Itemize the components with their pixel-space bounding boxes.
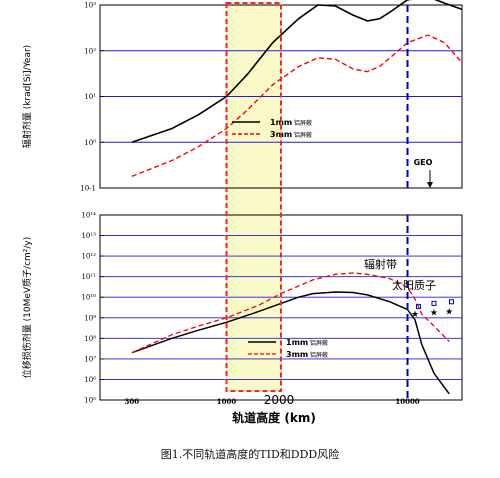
solar-proton-1mm-point [449,299,455,305]
ddd-series-1mm [131,291,450,395]
solar-proton-markers: ★ ★ ★ [411,299,455,320]
tid-series-1mm [131,0,463,144]
tid-panel: 10-1 10⁰ 10¹ 10² 10³ 辐射剂量 (krad[Si]/Year) 1m… [21,0,463,193]
ddd-legend-suffix-3mm: 铝屏蔽 [310,351,328,359]
tid-legend-suffix-3mm: 铝屏蔽 [294,131,312,139]
ddd-legend-suffix-1mm: 铝屏蔽 [310,339,328,347]
solar-proton-3mm-point: ★ [430,309,438,319]
x-tick-label: 10000 [395,397,419,406]
y-tick-label: 10¹² [81,253,96,261]
y-tick-label: 10-1 [80,185,96,193]
geo-label: GEO [414,158,433,167]
ddd-y-ticks: 10⁵ 10⁶ 10⁷ 10⁸ 10⁹ 10¹⁰ 10¹¹ 10¹² 10¹³ 10¹⁴ [81,212,104,405]
figure-caption: 图1.不同轨道高度的TID和DDD风险 [160,448,340,461]
y-tick-label: 10⁰ [84,139,96,147]
y-tick-label: 10⁵ [84,397,96,405]
x-axis-title: 轨道高度 (km) [232,410,316,425]
ddd-legend-label-3mm: 3mm [286,350,308,359]
tid-y-ticks: 10-1 10⁰ 10¹ 10² 10³ [80,2,104,193]
ddd-legend: 1mm 铝屏蔽 3mm 铝屏蔽 [248,338,328,359]
y-tick-label: 10¹¹ [81,273,96,281]
ddd-legend-label-1mm: 1mm [286,338,308,347]
x-axis-ticks: 300 1000 10000 [125,397,420,406]
tid-legend-label-1mm: 1mm [270,118,292,127]
solar-proton-3mm-point: ★ [411,310,419,320]
y-tick-label: 10¹³ [81,232,96,240]
solar-proton-1mm-point [415,304,421,310]
altitude-band [226,3,281,391]
y-tick-label: 10⁶ [84,376,96,384]
y-tick-label: 10³ [84,2,96,10]
x-tick-label: 1000 [217,397,237,406]
y-tick-label: 10² [84,47,96,55]
x-tick-label: 300 [125,397,140,406]
y-tick-label: 10⁸ [84,335,96,343]
y-tick-label: 10⁷ [84,355,96,363]
y-tick-label: 10⁹ [84,314,96,322]
annotation-radiation-belt: 辐射带 [364,257,397,271]
annotation-solar-proton: 太阳质子 [392,279,436,292]
altitude-band-label: 2000 [264,393,295,407]
tid-y-axis-label: 辐射剂量 (krad[Si]/Year) [21,45,33,148]
y-tick-label: 10¹ [84,93,96,101]
tid-series-3mm [131,34,463,177]
ddd-y-axis-label: 位移损伤剂量 (10MeV质子/cm²/y) [21,237,33,379]
y-tick-label: 10¹⁴ [81,212,96,220]
tid-legend-suffix-1mm: 铝屏蔽 [294,119,312,127]
geo-arrow-head [427,182,433,188]
solar-proton-1mm-point [431,300,437,306]
altitude-band-outline [225,2,282,392]
y-tick-label: 10¹⁰ [81,294,96,302]
solar-proton-3mm-point: ★ [445,308,453,318]
